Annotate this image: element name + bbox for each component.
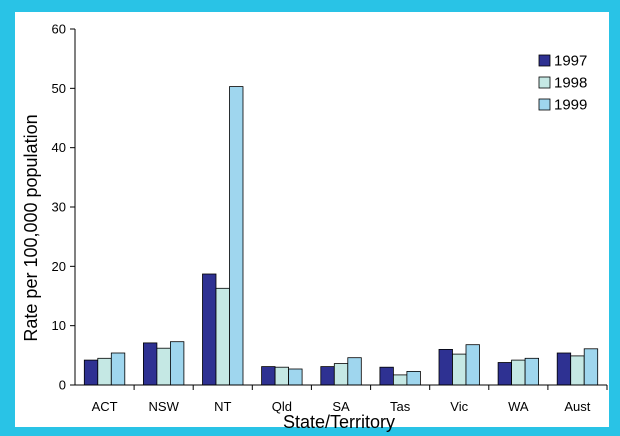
bar-aust-1998 <box>570 355 585 386</box>
bar-nt-1999 <box>229 86 244 386</box>
bar-nsw-1998 <box>156 347 171 386</box>
bar-aust-1999 <box>583 348 599 386</box>
x-tick-label: Vic <box>450 399 468 414</box>
legend-label-1997: 1997 <box>554 53 587 70</box>
bar-act-1997 <box>83 359 99 386</box>
legend: 1997 1998 1999 <box>538 53 587 114</box>
bar-sa-1997 <box>320 366 335 386</box>
bar-qld-1998 <box>274 366 290 386</box>
bar-vic-1997 <box>438 348 453 386</box>
legend-swatch-1998 <box>538 76 551 89</box>
bar-qld-1997 <box>261 366 276 386</box>
y-tick-label: 20 <box>52 259 66 274</box>
legend-label-1999: 1999 <box>554 97 587 114</box>
bar-qld-1999 <box>288 368 303 386</box>
x-tick-label: SA <box>332 399 350 414</box>
bar-nsw-1997 <box>142 342 158 386</box>
x-tick-label: WA <box>508 399 529 414</box>
y-tick-label: 0 <box>59 378 66 393</box>
legend-swatch-1999 <box>538 98 551 111</box>
bar-wa-1998 <box>511 359 526 386</box>
bar-vic-1998 <box>452 353 467 386</box>
bar-tas-1998 <box>392 374 408 386</box>
bar-wa-1999 <box>524 357 539 386</box>
x-tick-label: Tas <box>390 399 411 414</box>
bar-sa-1999 <box>347 357 362 386</box>
y-tick-label: 40 <box>52 140 66 155</box>
y-tick-label: 10 <box>52 318 66 333</box>
bar-act-1998 <box>97 357 112 386</box>
y-tick-label: 50 <box>52 81 66 96</box>
y-axis: 0 10 20 30 40 50 60 <box>52 22 76 393</box>
bar-tas-1999 <box>406 370 421 386</box>
y-axis-title: Rate per 100,000 population <box>21 114 41 341</box>
x-tick-label: NSW <box>149 399 180 414</box>
bar-act-1999 <box>110 352 126 386</box>
legend-label-1998: 1998 <box>554 75 587 92</box>
x-axis-title: State/Territory <box>283 412 395 432</box>
x-axis: ACT NSW NT Qld SA Tas Vic WA Aust <box>75 384 608 414</box>
bar-nsw-1999 <box>169 341 185 386</box>
bar-vic-1999 <box>465 344 480 386</box>
x-tick-label: Aust <box>564 399 590 414</box>
bar-nt-1998 <box>215 287 230 386</box>
legend-swatch-1997 <box>538 54 551 67</box>
y-tick-label: 30 <box>52 200 66 215</box>
bar-wa-1997 <box>497 362 513 386</box>
bar-aust-1997 <box>556 352 572 386</box>
x-tick-label: NT <box>214 399 231 414</box>
plot-area <box>83 86 599 386</box>
y-tick-label: 60 <box>52 22 66 37</box>
bar-nt-1997 <box>202 273 217 386</box>
x-tick-label: Qld <box>272 399 292 414</box>
x-tick-label: ACT <box>92 399 118 414</box>
bar-tas-1997 <box>379 366 394 386</box>
bar-sa-1998 <box>333 363 349 386</box>
